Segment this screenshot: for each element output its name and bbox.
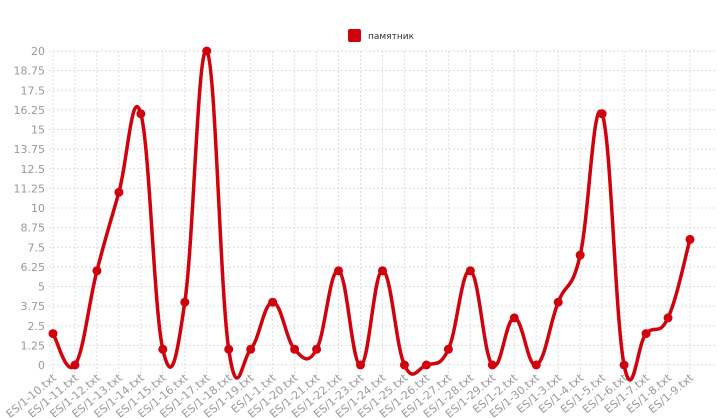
point: [246, 344, 256, 354]
y-tick-label: 3.75: [21, 300, 46, 313]
y-tick-label: 18.75: [14, 65, 46, 78]
y-tick-label: 20: [31, 45, 45, 58]
point: [180, 297, 190, 307]
point: [136, 109, 146, 119]
point: [399, 360, 409, 370]
point: [663, 313, 673, 323]
y-tick-label: 8.75: [21, 222, 46, 235]
point: [443, 344, 453, 354]
y-tick-label: 11.25: [14, 182, 46, 195]
point: [290, 344, 300, 354]
y-tick-label: 1.25: [21, 339, 46, 352]
point: [92, 266, 102, 276]
point: [268, 297, 278, 307]
y-tick-label: 7.5: [28, 241, 46, 254]
point: [465, 266, 475, 276]
point: [685, 234, 695, 244]
legend-swatch: [348, 29, 361, 42]
point: [224, 344, 234, 354]
point: [356, 360, 366, 370]
legend-label: памятник: [368, 32, 415, 42]
point: [202, 46, 212, 56]
point: [619, 360, 629, 370]
point: [158, 344, 168, 354]
y-tick-label: 10: [31, 202, 45, 215]
point: [575, 250, 585, 260]
y-tick-label: 2.5: [28, 320, 46, 333]
y-tick-label: 6.25: [21, 261, 46, 274]
y-tick-label: 5: [38, 281, 45, 294]
y-tick-label: 12.5: [21, 163, 46, 176]
point: [70, 360, 80, 370]
point: [509, 313, 519, 323]
point: [114, 187, 124, 197]
point: [421, 360, 431, 370]
point: [487, 360, 497, 370]
y-tick-label: 16.25: [14, 104, 46, 117]
line: [51, 49, 692, 382]
point: [312, 344, 322, 354]
y-tick-label: 15: [31, 124, 45, 137]
point: [553, 297, 563, 307]
point: [597, 109, 607, 119]
point: [641, 329, 651, 339]
y-tick-label: 13.75: [14, 143, 46, 156]
point: [334, 266, 344, 276]
point: [48, 329, 58, 339]
y-tick-label: 17.5: [21, 84, 46, 97]
point: [377, 266, 387, 276]
point: [531, 360, 541, 370]
y-tick-label: 0: [38, 359, 45, 372]
